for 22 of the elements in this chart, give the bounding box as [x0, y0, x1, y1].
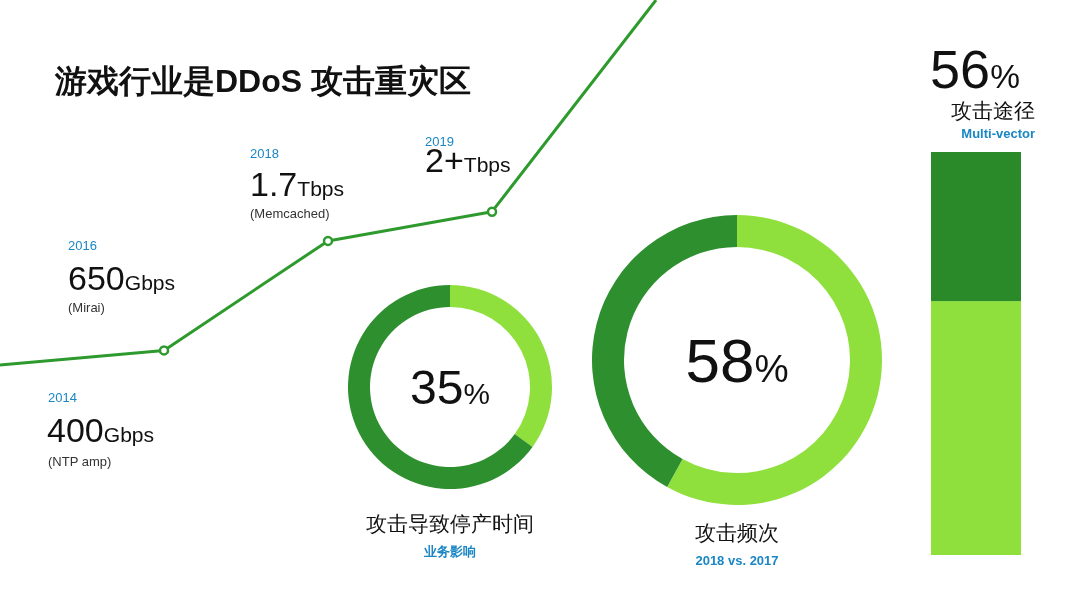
- annotation: 1.7Tbps: [250, 165, 345, 203]
- text: Multi-vector: [961, 126, 1035, 141]
- chart-subtitle: 攻击途径: [951, 99, 1035, 122]
- donut-slice: [348, 285, 533, 489]
- donut-slice: [667, 215, 882, 505]
- text: 攻击频次: [695, 521, 779, 544]
- annotation: 2018: [250, 146, 279, 161]
- text: (NTP amp): [48, 454, 112, 469]
- text: 400Gbps: [47, 411, 155, 449]
- chart-title: 56%: [930, 39, 1020, 99]
- annotation: 58%: [685, 326, 789, 396]
- text: 游戏行业是DDoS 攻击重灾区: [54, 63, 471, 99]
- annotation: 2016: [68, 238, 97, 253]
- annotation: (Mirai): [68, 300, 105, 315]
- text: 2018 vs. 2017: [695, 553, 779, 568]
- annotation: 2019: [425, 134, 454, 149]
- text: 攻击导致停产时间: [366, 512, 534, 535]
- annotation: 650Gbps: [68, 259, 176, 297]
- annotation: (Memcached): [250, 206, 330, 221]
- text: 业务影响: [423, 544, 476, 559]
- annotation: 35%: [410, 361, 490, 415]
- text: 2014: [48, 390, 77, 405]
